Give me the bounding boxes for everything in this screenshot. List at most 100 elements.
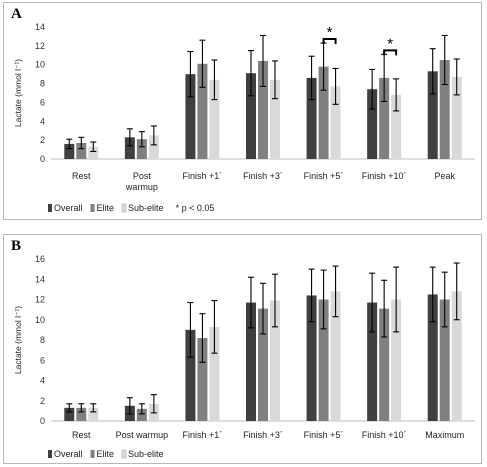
legend-swatch-sub-elite [121, 203, 127, 213]
error-bar [211, 59, 218, 101]
error-bar [187, 50, 194, 98]
error-bar [320, 269, 327, 330]
y-tick-label: 16 [35, 254, 45, 264]
bar-overall [306, 295, 317, 421]
error-bar [66, 403, 73, 413]
error-bar [393, 78, 400, 112]
y-tick-label: 8 [40, 335, 45, 345]
error-bar [150, 394, 157, 414]
error-bar [369, 272, 376, 333]
category-label: Finish +3´ [243, 171, 283, 181]
error-bar [78, 136, 85, 150]
bar-overall [185, 329, 196, 421]
legend-swatch-overall [48, 450, 52, 458]
bar-sub-elite [88, 146, 99, 159]
error-bar [199, 313, 206, 363]
y-tick-label: 2 [40, 396, 45, 406]
y-tick-label: 0 [40, 416, 45, 426]
error-bar [272, 60, 278, 100]
error-bar [260, 282, 266, 335]
bar-elite [258, 308, 268, 421]
bar-sub-elite [209, 326, 220, 421]
error-bar [441, 271, 448, 328]
error-bar [126, 397, 133, 415]
bar-sub-elite [209, 79, 220, 159]
error-bar [199, 39, 206, 88]
bar-elite [439, 60, 450, 159]
panel-b: B 0 2 4 6 8 10 12 14 16 Lactate (mmol l⁻¹) Rest Pos… [3, 234, 482, 464]
y-tick-label: 12 [35, 295, 45, 305]
error-bar [138, 403, 145, 415]
legend-label: Elite [97, 449, 115, 459]
error-bar [441, 34, 448, 86]
chart-b: 0 2 4 6 8 10 12 14 16 Lactate (mmol l⁻¹) Rest Post … [13, 254, 475, 459]
bar-elite [136, 139, 147, 159]
category-label: Finish +5´ [304, 171, 344, 181]
y-axis-label: Lactate (mmol l⁻¹) [13, 59, 23, 127]
panel-b-letter: B [11, 238, 22, 254]
y-tick-label: 2 [40, 135, 45, 145]
chart-a: 0 2 4 6 8 10 12 14 Lactate (mmol l⁻¹) Rest Postwar… [13, 22, 475, 213]
error-bar [150, 125, 157, 146]
bar-overall [185, 74, 196, 159]
y-tick-label: 6 [40, 355, 45, 365]
bar-elite [197, 337, 208, 421]
legend-label: Overall [54, 203, 83, 213]
bar-sub-elite [270, 79, 280, 159]
y-tick-label: 4 [40, 376, 45, 386]
bar-elite [76, 142, 87, 159]
bar-overall [367, 302, 378, 421]
error-bar [381, 279, 388, 338]
category-label: Rest [72, 171, 91, 181]
bar-elite [258, 60, 268, 159]
category-label: Peak [434, 171, 455, 181]
panel-a-letter: A [11, 6, 22, 22]
bar-elite [76, 407, 87, 421]
error-bar [453, 58, 460, 96]
category-label: Maximum [425, 430, 464, 440]
bar-overall [427, 294, 438, 421]
category-label: Post warmup [116, 430, 169, 440]
bar-sub-elite [88, 407, 99, 421]
bar-sub-elite [330, 86, 341, 159]
error-bar [393, 266, 400, 333]
bar-overall [427, 71, 438, 159]
error-bar [248, 276, 254, 329]
error-bar [66, 138, 73, 150]
y-tick-label: 10 [35, 315, 45, 325]
bar-elite [318, 66, 329, 159]
error-bar [90, 403, 97, 413]
error-bar [453, 262, 460, 321]
significance-star: * [387, 35, 393, 52]
legend-swatch-overall [48, 204, 52, 212]
error-bar [369, 68, 376, 110]
category-label: Finish +1´ [183, 430, 223, 440]
legend-label: Sub-elite [128, 449, 164, 459]
bar-overall [64, 407, 75, 421]
category-label: Finish +3´ [243, 430, 283, 440]
error-bar [332, 265, 339, 318]
bar-overall [367, 89, 378, 159]
error-bar [78, 403, 85, 413]
category-label: Finish +5´ [304, 430, 344, 440]
significance-bracket [322, 38, 337, 45]
error-bar [187, 301, 194, 358]
y-tick-label: 6 [40, 97, 45, 107]
bar-overall [306, 77, 317, 159]
bar-sub-elite [148, 135, 159, 159]
bar-sub-elite [330, 291, 341, 421]
error-bar [248, 50, 254, 97]
legend-swatch-elite [90, 450, 95, 458]
y-tick-label: 12 [35, 41, 45, 51]
bar-elite [318, 299, 329, 421]
error-bar [429, 48, 436, 95]
category-label: Post [133, 171, 152, 181]
legend-label: Overall [54, 449, 83, 459]
legend-swatch-elite [90, 204, 95, 212]
bar-overall [124, 137, 135, 159]
significance-star: * [327, 24, 333, 41]
error-bar [308, 268, 315, 323]
y-tick-label: 14 [35, 22, 45, 32]
error-bar [211, 299, 218, 354]
panel-a: A 0 2 4 6 8 10 12 14 Lactate (mmol l⁻¹) Rest Post w… [3, 2, 482, 220]
